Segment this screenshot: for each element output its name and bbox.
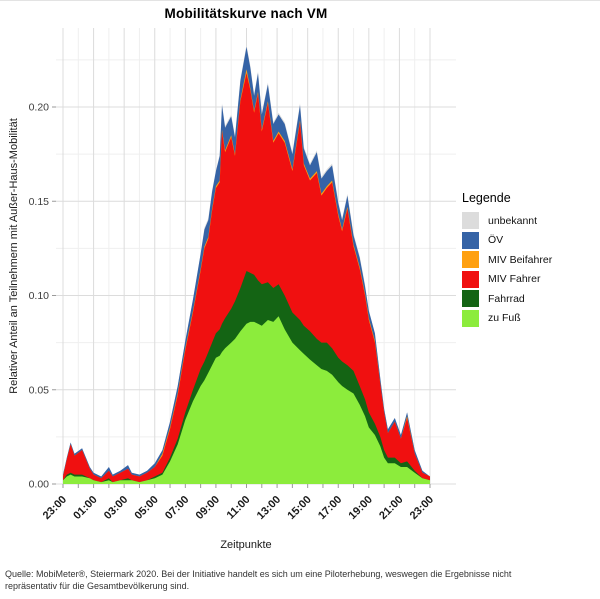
y-tick-label: 0.20 bbox=[29, 102, 50, 114]
legend-items: unbekannt ÖV MIV Beifahrer MIV Fahrer Fahrra… bbox=[462, 212, 597, 327]
y-tick-label: 0.15 bbox=[29, 196, 50, 208]
x-tick-label: 23:00 bbox=[41, 494, 69, 522]
x-tick-label: 11:00 bbox=[225, 494, 253, 522]
y-tick-label: 0.10 bbox=[29, 290, 50, 302]
y-axis-title: Relativer Anteil an Teilnehmern mit Auße… bbox=[8, 118, 20, 394]
plot-area: 23:00 01:00 03:00 05:00 07:00 09:00 11:00 13:00… bbox=[29, 28, 456, 522]
area-zu-fu- bbox=[63, 316, 430, 484]
legend-label: MIV Beifahrer bbox=[488, 253, 553, 266]
x-tick-label: 01:00 bbox=[71, 494, 99, 522]
y-tick-label: 0.05 bbox=[29, 384, 50, 396]
legend-title: Legende bbox=[462, 191, 511, 205]
legend-swatch-unbekannt bbox=[462, 212, 479, 229]
x-tick-label: 07:00 bbox=[163, 494, 191, 522]
x-tick-label: 13:00 bbox=[255, 494, 283, 522]
x-tick-label: 05:00 bbox=[132, 494, 160, 522]
legend-label: zu Fuß bbox=[488, 312, 521, 324]
legend-item: Fahrrad bbox=[462, 290, 597, 307]
legend: Legende unbekannt ÖV MIV Beifahrer MIV Fahr… bbox=[462, 191, 597, 329]
legend-item: unbekannt bbox=[462, 212, 597, 229]
x-tick-label: 17:00 bbox=[316, 494, 344, 522]
x-axis-title: Zeitpunkte bbox=[220, 539, 272, 551]
legend-swatch--v bbox=[462, 231, 479, 249]
legend-label: Fahrrad bbox=[488, 292, 525, 305]
legend-item: ÖV bbox=[462, 231, 597, 249]
legend-label: unbekannt bbox=[488, 214, 538, 227]
x-tick-label: 23:00 bbox=[408, 494, 436, 522]
chart-title: Mobilitätskurve nach VM bbox=[164, 6, 328, 21]
legend-swatch-miv-beifahrer bbox=[462, 251, 479, 268]
x-tick-label: 21:00 bbox=[377, 494, 405, 522]
legend-swatch-zu-fu- bbox=[462, 309, 479, 327]
x-tick-label: 03:00 bbox=[102, 494, 130, 522]
legend-swatch-miv-fahrer bbox=[462, 270, 479, 288]
legend-swatch-fahrrad bbox=[462, 290, 479, 307]
source-caption: Quelle: MobiMeter®, Steiermark 2020. Bei… bbox=[5, 569, 512, 592]
legend-label: MIV Fahrer bbox=[488, 273, 541, 285]
legend-item: MIV Beifahrer bbox=[462, 251, 597, 268]
x-tick-label: 09:00 bbox=[194, 494, 222, 522]
legend-item: zu Fuß bbox=[462, 309, 597, 327]
y-tick-label: 0.00 bbox=[29, 479, 50, 491]
legend-label: ÖV bbox=[488, 234, 504, 246]
legend-item: MIV Fahrer bbox=[462, 270, 597, 288]
x-tick-label: 15:00 bbox=[285, 494, 313, 522]
x-tick-label: 19:00 bbox=[347, 494, 375, 522]
